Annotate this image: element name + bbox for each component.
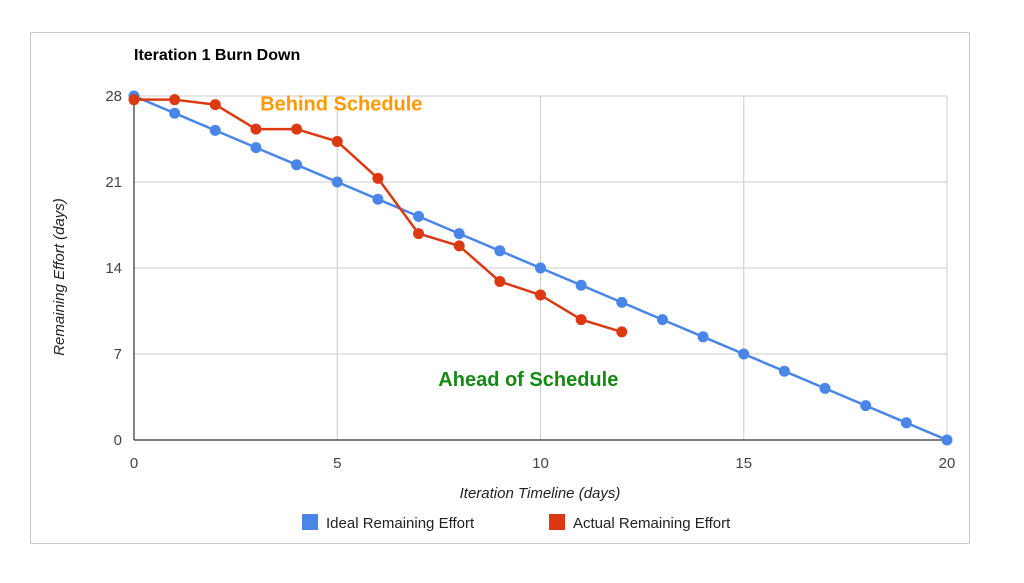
data-point xyxy=(535,262,546,274)
data-point xyxy=(453,240,465,252)
legend-label-ideal: Ideal Remaining Effort xyxy=(326,515,475,532)
series-layer xyxy=(128,90,953,446)
legend-label-actual: Actual Remaining Effort xyxy=(573,515,731,532)
x-tick-label: 20 xyxy=(939,455,956,472)
data-point xyxy=(778,365,790,377)
annotation-behind-schedule: Behind Schedule xyxy=(260,94,422,116)
y-tick-label: 28 xyxy=(105,88,122,105)
data-point xyxy=(494,276,506,288)
data-point xyxy=(331,135,343,147)
data-point xyxy=(575,314,587,326)
data-point xyxy=(169,107,181,119)
data-point xyxy=(494,245,506,257)
legend-swatch-ideal xyxy=(302,514,318,530)
annotations: Behind Schedule Ahead of Schedule xyxy=(260,94,618,391)
data-point xyxy=(616,326,628,338)
data-point xyxy=(331,176,343,188)
data-point xyxy=(616,296,628,308)
data-point xyxy=(738,348,750,360)
x-tick-label: 10 xyxy=(532,455,549,472)
x-axis-label: Iteration Timeline (days) xyxy=(460,485,621,502)
data-point xyxy=(128,94,140,106)
data-point xyxy=(535,289,546,301)
legend: Ideal Remaining Effort Actual Remaining … xyxy=(302,514,731,532)
chart-title: Iteration 1 Burn Down xyxy=(134,47,300,64)
data-point xyxy=(941,434,953,446)
data-point xyxy=(250,123,262,135)
data-point xyxy=(372,172,384,184)
series-line xyxy=(134,98,623,334)
y-tick-label: 0 xyxy=(114,432,122,449)
y-tick-label: 7 xyxy=(114,346,122,363)
y-axis-label: Remaining Effort (days) xyxy=(51,198,68,356)
data-point xyxy=(453,228,465,240)
series-actual xyxy=(128,94,628,338)
y-tick-labels: 0 7 14 21 28 xyxy=(105,88,122,449)
annotation-ahead-of-schedule: Ahead of Schedule xyxy=(438,369,618,391)
y-tick-label: 14 xyxy=(105,260,122,277)
data-point xyxy=(575,279,587,291)
series-ideal xyxy=(128,90,953,446)
data-point xyxy=(413,210,425,222)
data-point xyxy=(209,99,221,111)
x-tick-label: 0 xyxy=(130,455,138,472)
legend-swatch-actual xyxy=(549,514,565,530)
data-point xyxy=(656,314,668,326)
axes xyxy=(133,96,947,441)
data-point xyxy=(209,124,221,136)
x-tick-labels: 0 5 10 15 20 xyxy=(130,455,956,472)
data-point xyxy=(291,159,303,171)
data-point xyxy=(413,228,425,240)
x-tick-label: 5 xyxy=(333,455,341,472)
data-point xyxy=(860,400,872,412)
data-point xyxy=(819,382,831,394)
data-point xyxy=(250,142,262,154)
data-point xyxy=(697,331,709,343)
data-point xyxy=(291,123,303,135)
data-point xyxy=(169,94,181,106)
y-tick-label: 21 xyxy=(105,174,122,191)
x-tick-label: 15 xyxy=(735,455,752,472)
data-point xyxy=(372,193,384,205)
data-point xyxy=(900,417,912,429)
